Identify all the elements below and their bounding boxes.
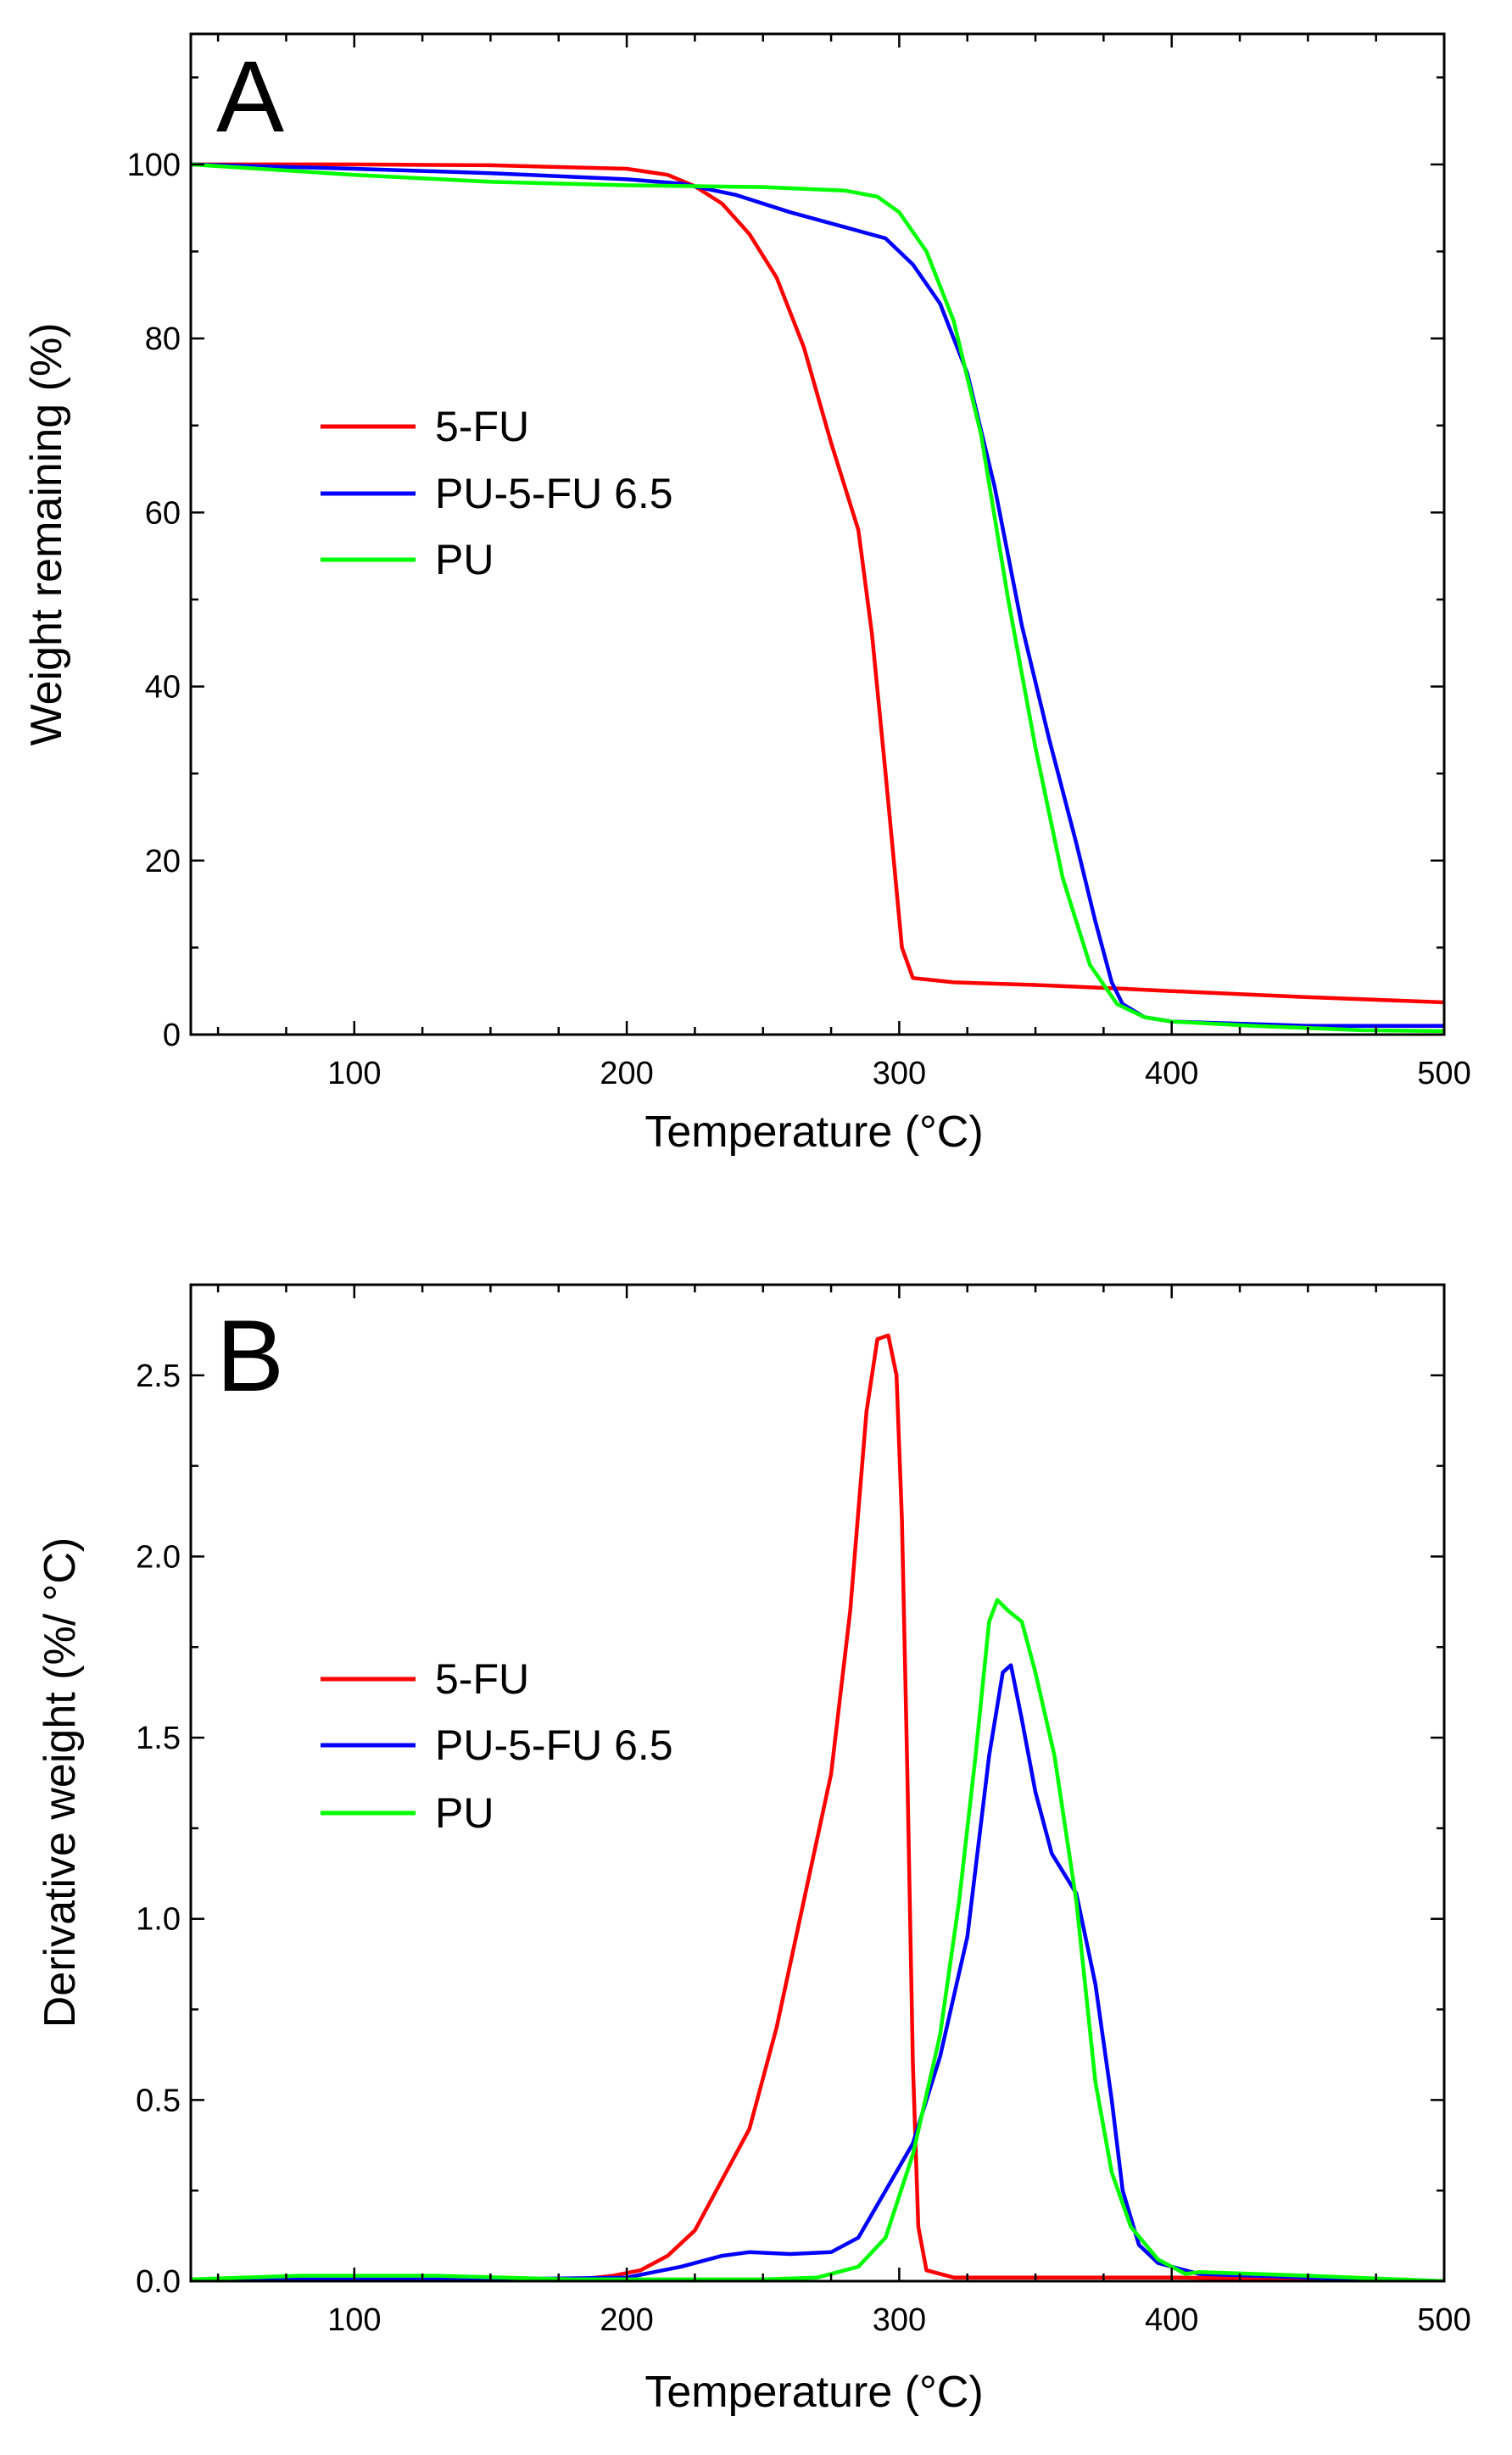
x-tick-label: 500 xyxy=(1417,1056,1470,1091)
legend: 5-FU PU-5-FU 6.5 PU xyxy=(321,1655,673,1837)
legend-label: PU xyxy=(435,1789,494,1837)
chart-panel-a: 100 200 300 400 500 0 20 40 60 80 100 Temperature (… xyxy=(22,32,1471,1157)
plot-frame xyxy=(189,1283,1446,2283)
series-line-5-fu xyxy=(191,1333,1444,2281)
x-tick-label: 300 xyxy=(873,2302,926,2338)
x-tick-label: 400 xyxy=(1145,1056,1198,1091)
series-line-pu xyxy=(191,162,1444,1034)
chart-panel-b: 100 200 300 400 500 0.0 0.5 1.0 1.5 2.0 2.5 Tempera… xyxy=(36,1283,1471,2417)
x-tick-label: 400 xyxy=(1145,2302,1198,2338)
y-tick-label: 80 xyxy=(145,321,181,357)
legend: 5-FU PU-5-FU 6.5 PU xyxy=(321,403,673,583)
y-tick-label: 100 xyxy=(127,148,181,183)
x-tick-label: 100 xyxy=(327,1056,381,1091)
y-tick-label: 2.0 xyxy=(136,1539,181,1575)
legend-label: PU-5-FU 6.5 xyxy=(435,1721,673,1769)
x-tick-label: 200 xyxy=(600,1056,653,1091)
panel-label: B xyxy=(216,1299,284,1413)
y-tick-label: 40 xyxy=(145,670,181,706)
y-tick-label: 20 xyxy=(145,844,181,879)
x-tick-label: 300 xyxy=(873,1056,926,1091)
series-line-pu xyxy=(191,1598,1444,2281)
x-tick-label: 100 xyxy=(327,2302,381,2338)
plot-frame xyxy=(189,32,1446,1036)
legend-label: PU-5-FU 6.5 xyxy=(435,470,673,517)
y-tick-label: 1.5 xyxy=(136,1721,181,1756)
x-axis-title: Temperature (°C) xyxy=(644,2368,983,2417)
y-tick-label: 2.5 xyxy=(136,1359,181,1394)
y-tick-label: 0.5 xyxy=(136,2083,181,2118)
x-tick-label: 500 xyxy=(1417,2302,1470,2338)
series-line-pu-5-fu-6-5 xyxy=(191,1663,1444,2281)
y-tick-label: 1.0 xyxy=(136,1902,181,1938)
y-axis-title: Weight remaining (%) xyxy=(22,322,71,745)
legend-label: 5-FU xyxy=(435,1655,529,1703)
series-line-5-fu xyxy=(191,162,1444,1005)
series-line-pu-5-fu-6-5 xyxy=(191,162,1444,1028)
legend-label: PU xyxy=(435,536,494,583)
x-tick-label: 200 xyxy=(600,2302,653,2338)
y-tick-label: 0.0 xyxy=(136,2264,181,2300)
legend-label: 5-FU xyxy=(435,403,529,450)
x-axis-title: Temperature (°C) xyxy=(644,1108,983,1157)
panel-label: A xyxy=(216,40,284,153)
y-tick-label: 0 xyxy=(163,1018,181,1053)
y-tick-label: 60 xyxy=(145,495,181,531)
y-axis-title: Derivative weight (%/ °C) xyxy=(36,1537,85,2028)
